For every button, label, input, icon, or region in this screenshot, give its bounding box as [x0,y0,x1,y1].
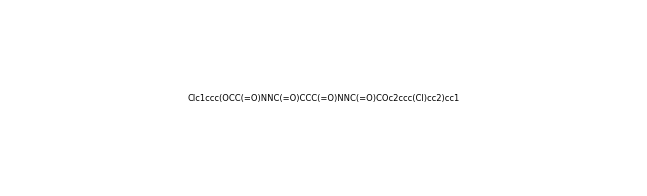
Text: Clc1ccc(OCC(=O)NNC(=O)CCC(=O)NNC(=O)COc2ccc(Cl)cc2)cc1: Clc1ccc(OCC(=O)NNC(=O)CCC(=O)NNC(=O)COc2… [188,93,459,103]
